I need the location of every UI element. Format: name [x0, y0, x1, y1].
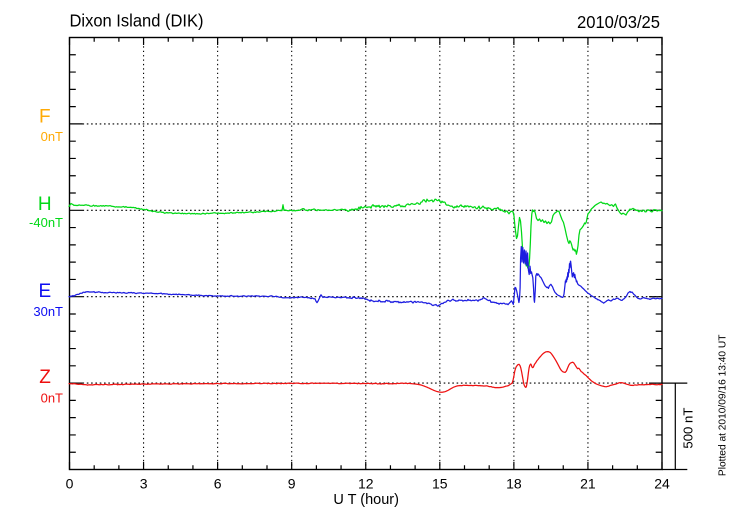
svg-text:3: 3: [140, 475, 148, 491]
svg-text:2010/03/25: 2010/03/25: [577, 12, 660, 32]
svg-text:Z: Z: [39, 367, 51, 388]
svg-text:18: 18: [506, 475, 522, 491]
svg-text:H: H: [38, 194, 52, 215]
svg-text:9: 9: [288, 475, 296, 491]
svg-text:30nT: 30nT: [33, 304, 63, 319]
svg-text:0: 0: [66, 475, 74, 491]
svg-text:21: 21: [580, 475, 596, 491]
svg-text:0nT: 0nT: [41, 391, 63, 406]
svg-text:Plotted at 2010/09/16 13:40 UT: Plotted at 2010/09/16 13:40 UT: [717, 334, 728, 476]
svg-text:6: 6: [214, 475, 222, 491]
svg-text:Dixon Island (DIK): Dixon Island (DIK): [70, 11, 204, 31]
svg-text:-40nT: -40nT: [29, 215, 63, 230]
svg-text:E: E: [38, 281, 51, 302]
svg-text:15: 15: [432, 475, 448, 491]
svg-text:12: 12: [358, 475, 374, 491]
svg-text:500 nT: 500 nT: [681, 408, 696, 449]
svg-text:24: 24: [654, 475, 670, 491]
svg-text:U T (hour): U T (hour): [333, 492, 399, 508]
svg-text:F: F: [39, 106, 51, 127]
svg-text:0nT: 0nT: [41, 129, 63, 144]
